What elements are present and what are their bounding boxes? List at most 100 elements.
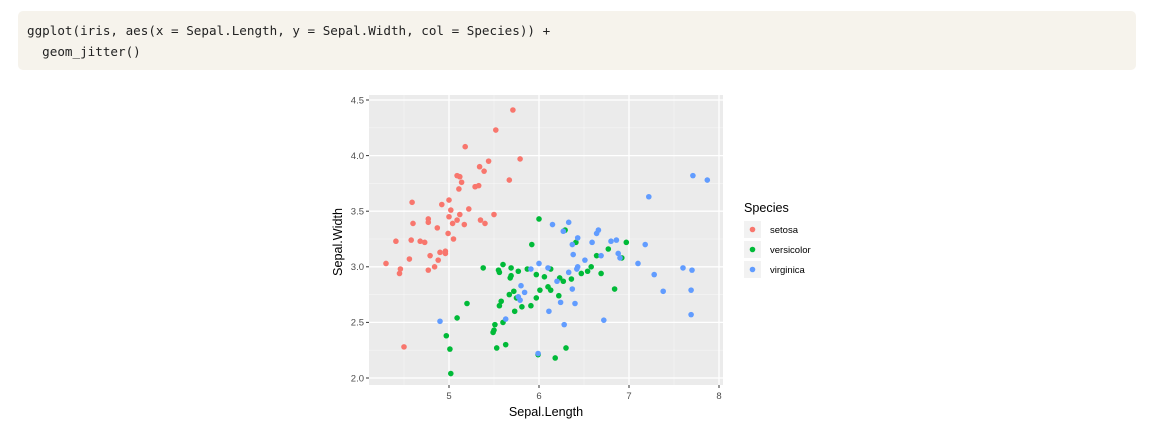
data-point-versicolor	[568, 276, 575, 282]
data-point-versicolor	[552, 355, 558, 361]
data-point-virginica	[642, 241, 648, 248]
data-point-versicolor	[519, 304, 525, 310]
data-point-versicolor	[508, 265, 514, 271]
x-tick-label: 7	[626, 391, 631, 402]
data-point-versicolor	[454, 315, 460, 321]
x-tick-label: 6	[536, 391, 541, 402]
data-point-versicolor	[560, 278, 567, 285]
data-point-virginica	[601, 317, 607, 323]
data-point-setosa	[456, 186, 462, 192]
data-point-versicolor	[443, 332, 450, 339]
data-point-versicolor	[605, 246, 612, 252]
data-point-setosa	[408, 237, 415, 243]
data-point-setosa	[417, 238, 424, 245]
data-point-versicolor	[511, 288, 517, 295]
data-point-setosa	[482, 220, 488, 227]
data-point-setosa	[491, 211, 497, 218]
data-point-setosa	[448, 207, 454, 213]
data-point-versicolor	[533, 295, 540, 301]
legend-title: Species	[744, 201, 789, 215]
data-point-setosa	[406, 256, 413, 262]
y-tick-label: 3.0	[351, 262, 364, 273]
data-point-virginica	[437, 318, 443, 325]
data-point-setosa	[437, 249, 443, 256]
data-point-versicolor	[511, 308, 518, 315]
data-point-setosa	[446, 197, 452, 203]
data-point-virginica	[569, 286, 576, 292]
data-point-setosa	[393, 238, 399, 245]
data-point-virginica	[660, 288, 666, 295]
data-point-versicolor	[464, 300, 470, 307]
data-point-setosa	[506, 177, 513, 183]
data-point-setosa	[425, 216, 432, 222]
data-point-virginica	[570, 251, 576, 258]
data-point-virginica	[582, 257, 588, 263]
y-tick-label: 4.5	[351, 95, 364, 106]
minor-gridlines	[369, 95, 723, 385]
data-point-virginica	[617, 255, 623, 261]
data-point-setosa	[425, 267, 432, 273]
data-point-versicolor	[447, 346, 453, 352]
data-point-virginica	[521, 289, 528, 296]
data-point-versicolor	[493, 345, 500, 351]
data-point-setosa	[493, 127, 499, 133]
data-point-virginica	[704, 177, 711, 183]
legend-label-versicolor: versicolor	[770, 245, 811, 256]
data-point-virginica	[569, 241, 576, 248]
data-point-setosa	[458, 179, 465, 186]
data-point-virginica	[549, 221, 556, 228]
data-point-versicolor	[480, 265, 487, 271]
data-point-virginica	[635, 260, 641, 267]
data-point-virginica	[517, 297, 523, 303]
data-point-setosa	[510, 107, 516, 113]
data-point-virginica	[615, 250, 621, 257]
data-point-virginica	[595, 227, 602, 233]
data-point-setosa	[481, 168, 487, 174]
data-point-versicolor	[515, 268, 522, 275]
data-point-setosa	[450, 236, 457, 242]
data-point-setosa	[434, 225, 441, 231]
data-point-virginica	[613, 237, 620, 243]
data-point-versicolor	[578, 270, 585, 277]
legend-label-virginica: virginica	[770, 265, 806, 276]
data-point-versicolor	[584, 268, 591, 275]
data-point-virginica	[560, 228, 567, 235]
data-point-virginica	[574, 235, 581, 241]
y-tick-label: 3.5	[351, 207, 364, 218]
y-axis-label: Sepal.Width	[331, 208, 345, 276]
data-point-setosa	[410, 220, 416, 227]
legend-key-setosa	[749, 226, 756, 233]
data-point-setosa	[439, 201, 445, 208]
data-point-versicolor	[496, 269, 503, 276]
data-point-virginica	[546, 308, 552, 315]
code-block: ggplot(iris, aes(x = Sepal.Length, y = S…	[18, 11, 1136, 70]
data-point-virginica	[536, 260, 542, 267]
data-point-setosa	[431, 264, 438, 270]
data-point-virginica	[572, 300, 578, 307]
data-point-versicolor	[448, 370, 454, 377]
data-point-versicolor	[556, 292, 562, 299]
data-point-virginica	[535, 350, 541, 357]
data-point-setosa	[401, 344, 407, 350]
y-axis: 2.0 2.5 3.0 3.5 4.0 4.5	[351, 95, 369, 384]
data-point-virginica	[574, 264, 581, 270]
data-point-virginica	[518, 282, 524, 289]
data-point-virginica	[565, 219, 572, 226]
data-point-setosa	[466, 206, 472, 212]
code-line: geom_jitter()	[27, 44, 141, 59]
data-point-versicolor	[588, 264, 594, 270]
data-point-versicolor	[536, 216, 542, 222]
data-point-versicolor	[533, 271, 540, 278]
data-point-versicolor	[491, 327, 497, 333]
data-point-setosa	[461, 221, 468, 228]
data-point-setosa	[427, 252, 433, 259]
data-point-setosa	[396, 270, 403, 277]
data-point-setosa	[475, 182, 482, 189]
data-point-versicolor	[537, 287, 543, 293]
y-tick-label: 4.0	[351, 151, 364, 162]
x-axis: 5 6 7 8	[446, 385, 722, 402]
data-points	[383, 107, 711, 377]
data-point-setosa	[409, 199, 415, 206]
